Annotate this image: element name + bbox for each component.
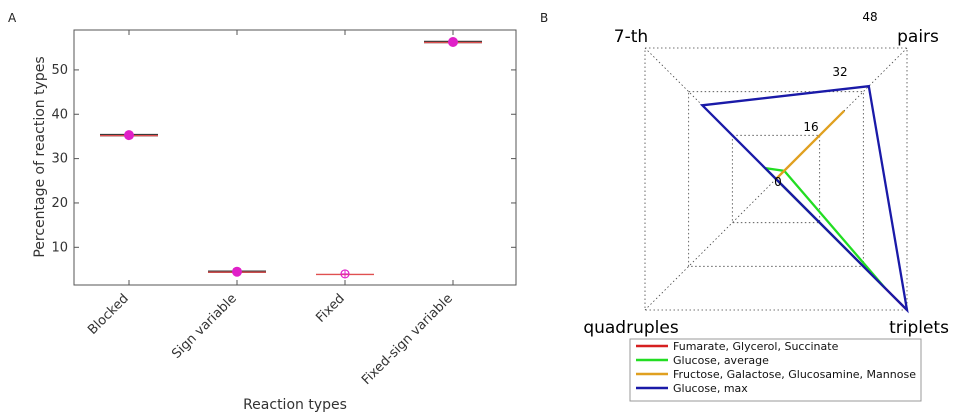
radar-axis-label: triplets: [889, 318, 949, 338]
x-category-label: Sign variable: [169, 291, 240, 362]
x-category-label: Blocked: [85, 291, 132, 338]
panel-b-letter: B: [540, 11, 548, 25]
panel-b-series: [699, 84, 909, 314]
y-tick-label: 40: [51, 107, 68, 122]
radar-ring-label: 48: [862, 10, 877, 24]
panel-a-x-ticks: Blocked Sign variable Fixed Fixed-sign vari…: [85, 30, 456, 388]
radar-axis-label: pairs: [897, 27, 939, 47]
radar-grid-ring: [644, 47, 908, 311]
panel-a-plot-frame: [73, 29, 517, 286]
radar-grid-ring: [688, 91, 864, 267]
panel-b: B 0 16 32 48 pairs triplets quadruples 7-th Fum…: [540, 10, 949, 402]
radar-spoke: [644, 178, 777, 311]
legend-entry: Fumarate, Glycerol, Succinate: [673, 340, 839, 353]
radar-ring-label: 16: [803, 120, 818, 134]
data-point: [124, 130, 134, 141]
y-tick-label: 10: [51, 240, 68, 255]
radar-series-line: [699, 84, 909, 314]
y-tick-label: 50: [51, 63, 68, 78]
x-category-label: Fixed-sign variable: [359, 291, 456, 388]
panel-a-y-ticks: 10 20 30 40 50: [51, 63, 516, 255]
data-point: [232, 266, 242, 277]
legend-entry: Glucose, average: [673, 354, 769, 367]
radar-ring-label: 0: [774, 175, 782, 189]
panel-a-marks: [100, 36, 482, 279]
panel-b-labels: 0 16 32 48 pairs triplets quadruples 7-th: [583, 10, 949, 338]
legend-entry: Glucose, max: [673, 382, 748, 395]
y-tick-label: 30: [51, 152, 68, 167]
legend-entry: Fructose, Galactose, Glucosamine, Mannos…: [673, 368, 916, 381]
radar-axis-label: 7-th: [614, 27, 648, 47]
radar-ring-label: 32: [832, 65, 847, 79]
panel-a-x-axis-label: Reaction types: [243, 397, 347, 413]
panel-a: A 10 20 30 40 50 Blocked Sign variable Fixed Fi…: [8, 11, 517, 413]
y-tick-label: 20: [51, 196, 68, 211]
x-category-label: Fixed: [313, 291, 347, 325]
panel-a-y-axis-label: Percentage of reaction types: [32, 56, 48, 257]
panel-a-letter: A: [8, 11, 17, 25]
data-point: [448, 36, 458, 47]
radar-axis-label: quadruples: [583, 318, 679, 338]
legend-box: [629, 338, 922, 402]
